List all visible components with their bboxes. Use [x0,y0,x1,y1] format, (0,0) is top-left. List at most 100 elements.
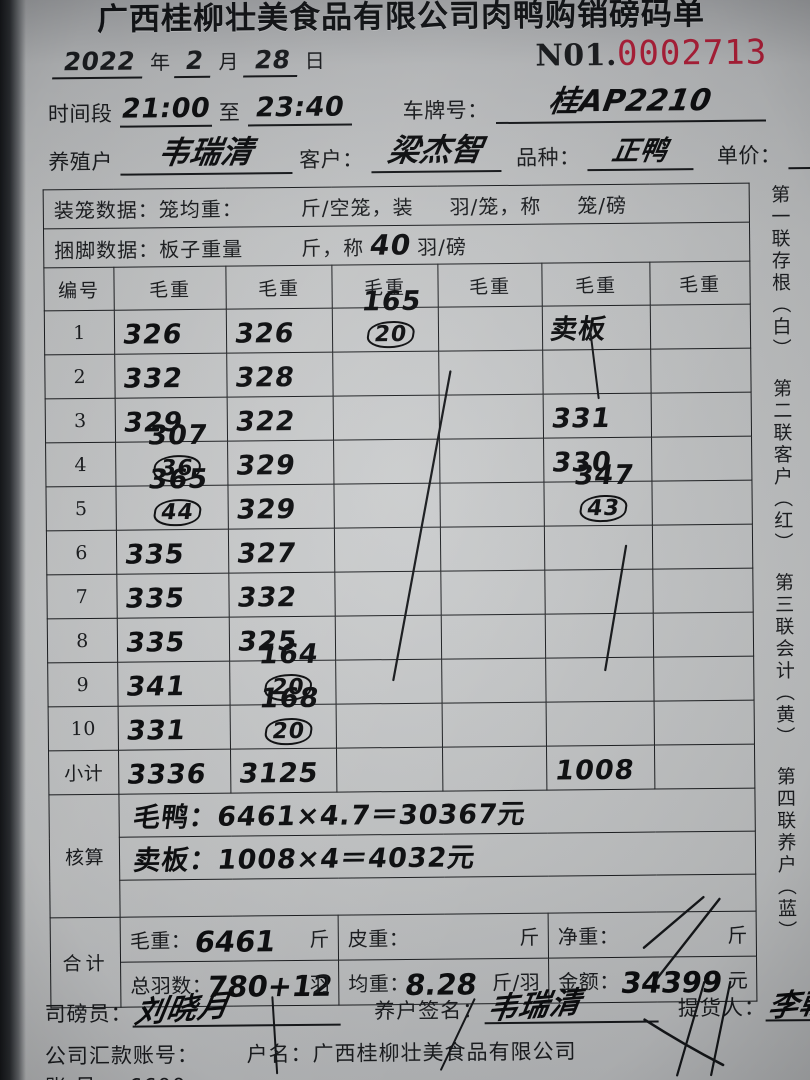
cell-r6-c4[interactable] [440,526,545,572]
cell-r9-c1[interactable]: 341 [117,661,231,707]
subtotal-c5[interactable]: 1008 [546,745,655,791]
copy-legend-strip: 第一联存根（白） 第二联客户（红） 第三联会计（黄） 第四联养户（蓝） [757,184,810,974]
weigher-signature-field[interactable]: 刘晓月 [132,988,341,1031]
cell-r2-c6[interactable] [650,348,752,394]
calc-line-2-value: 卖板：1008×4＝4032元 [131,842,478,877]
cell-r7-c2[interactable]: 332 [228,572,336,618]
row-index-10: 10 [48,706,119,751]
cell-r6-c6[interactable] [652,524,753,570]
subtotal-c4[interactable] [442,746,547,792]
cage-label: 装笼数据：笼均重： [53,196,243,223]
subtotal-c6[interactable] [654,744,755,790]
cell-r7-c1[interactable]: 335 [116,573,230,619]
time-period-label: 时间段 [47,101,113,127]
cell-r8-c5[interactable] [545,613,654,659]
cell-r2-c1[interactable]: 332 [114,353,228,399]
cell-r10-c1[interactable]: 331 [118,705,231,751]
cell-r3-c3[interactable] [333,395,440,441]
cell-r6-c3[interactable] [334,527,441,573]
cell-r8-c3[interactable] [335,615,442,661]
cell-r1-c6[interactable] [650,304,751,350]
cell-r5-c1[interactable]: 36544 [115,464,229,531]
time-to-field[interactable]: 23:40 [247,91,352,127]
cell-r9-c3[interactable] [335,659,443,705]
tie-data-text: 捆脚数据：板子重量 斤，称 40 羽/磅 [54,228,467,265]
cell-r6-c5[interactable] [544,525,653,571]
cell-r1-c2[interactable]: 326 [226,308,333,354]
cell-r4-c6[interactable] [651,436,752,482]
cell-r8-c4[interactable] [441,614,546,660]
date-year-value[interactable]: 2022 [52,46,147,80]
unit-price-field[interactable]: 4.7 [788,140,810,170]
cell-r7-c5[interactable] [544,569,654,615]
cell-r3-c5[interactable]: 331 [543,393,652,439]
col-header-gross-5: 毛重 [541,262,651,307]
calc-line-3[interactable] [119,874,757,918]
cell-r4-c2[interactable]: 329 [227,440,334,486]
cell-r2-c2[interactable]: 328 [226,352,334,398]
serial-prefix: N01. [535,37,618,74]
cell-r9-c5[interactable] [545,657,655,703]
cell-r6-c1[interactable]: 335 [116,529,229,575]
cell-r4-c3[interactable] [333,439,440,485]
customer-label: 客户： [299,147,364,172]
cell-r2-c3[interactable] [332,351,440,397]
cell-r1-c5[interactable]: 卖板 [542,305,651,351]
cage-end-label: 笼/磅 [577,193,628,218]
cell-r2-c4[interactable] [438,350,544,396]
plate-field[interactable]: 桂AP2210 [495,83,766,125]
picker-signature-field[interactable]: 李朝辉 [766,982,810,1025]
date-day-value[interactable]: 28 [242,44,302,78]
customer-field[interactable]: 梁杰智 [370,132,502,174]
cell-r1-c3[interactable]: 16520 [332,286,439,353]
breed-field[interactable]: 正鸭 [587,135,694,172]
date-month-value[interactable]: 2 [174,45,215,79]
cell-r8-c1[interactable]: 335 [117,617,230,663]
cell-r10-c2[interactable]: 16820 [230,683,337,750]
subtotal-c2[interactable]: 3125 [230,748,337,794]
cell-r9-c4[interactable] [441,658,547,704]
cell-r5-c3[interactable] [333,483,441,529]
weigh-slip-table: 装笼数据：笼均重： 斤/空笼，装 羽/笼，称 笼/磅 捆脚数据：板子重量 斤，称 40 羽/… [43,183,758,1009]
subtotal-c1[interactable]: 3336 [118,749,231,795]
cell-r7-c4[interactable] [440,570,546,616]
cell-r3-c4[interactable] [439,394,544,440]
total-net-weight[interactable]: 净重： 斤 [548,911,757,959]
farmer-field[interactable]: 韦瑞清 [119,134,293,176]
cell-r6-c2[interactable]: 327 [228,528,335,574]
cell-r10-c4[interactable] [442,702,547,748]
remit-row: 公司汇款账号： 户名：广西桂柳壮美食品有限公司 [45,1035,577,1070]
cell-r7-c6[interactable] [652,568,754,614]
cell-r1-c5-value: 卖板 [548,313,609,346]
subtotal-c3[interactable] [336,747,443,793]
cell-r5-c4[interactable] [439,482,545,528]
date-month-label: 月 [218,49,240,74]
total-gross-weight[interactable]: 毛重： 6461 斤 [120,915,339,963]
calc-line-1[interactable]: 毛鸭：6461×4.7＝30367元 [118,788,756,838]
table-row: 8 335 325 [47,612,754,663]
cell-r6-c1-value: 335 [122,539,187,571]
cell-r3-c2[interactable]: 322 [227,396,334,442]
cell-r4-c4[interactable] [439,438,544,484]
cell-r5-c2[interactable]: 329 [227,484,335,530]
cell-r2-c5[interactable] [542,349,652,395]
cell-r7-c3[interactable] [334,571,442,617]
cell-r5-c5[interactable]: 34743 [543,460,653,527]
calc-line-2[interactable]: 卖板：1008×4＝4032元 [119,831,756,881]
cell-r10-c6[interactable] [654,700,755,746]
cell-r8-c6[interactable] [653,612,754,658]
cell-r9-c6[interactable] [653,656,755,702]
cell-r1-c4[interactable] [438,306,543,352]
row-index-8: 8 [47,618,118,663]
total-tare-weight[interactable]: 皮重： 斤 [338,913,549,961]
cell-r3-c6[interactable] [651,392,752,438]
cell-r10-c5[interactable] [546,701,655,747]
tie-value[interactable]: 40 [367,228,414,262]
time-from-field[interactable]: 21:00 [119,93,212,128]
cell-r1-c1[interactable]: 326 [114,309,227,355]
cell-r10-c3[interactable] [336,703,443,749]
farmer-signature-field[interactable]: 韦瑞清 [484,985,659,1027]
date-day-label: 日 [304,48,326,73]
plate-label: 车牌号： [402,98,489,123]
cell-r5-c6[interactable] [651,480,753,526]
